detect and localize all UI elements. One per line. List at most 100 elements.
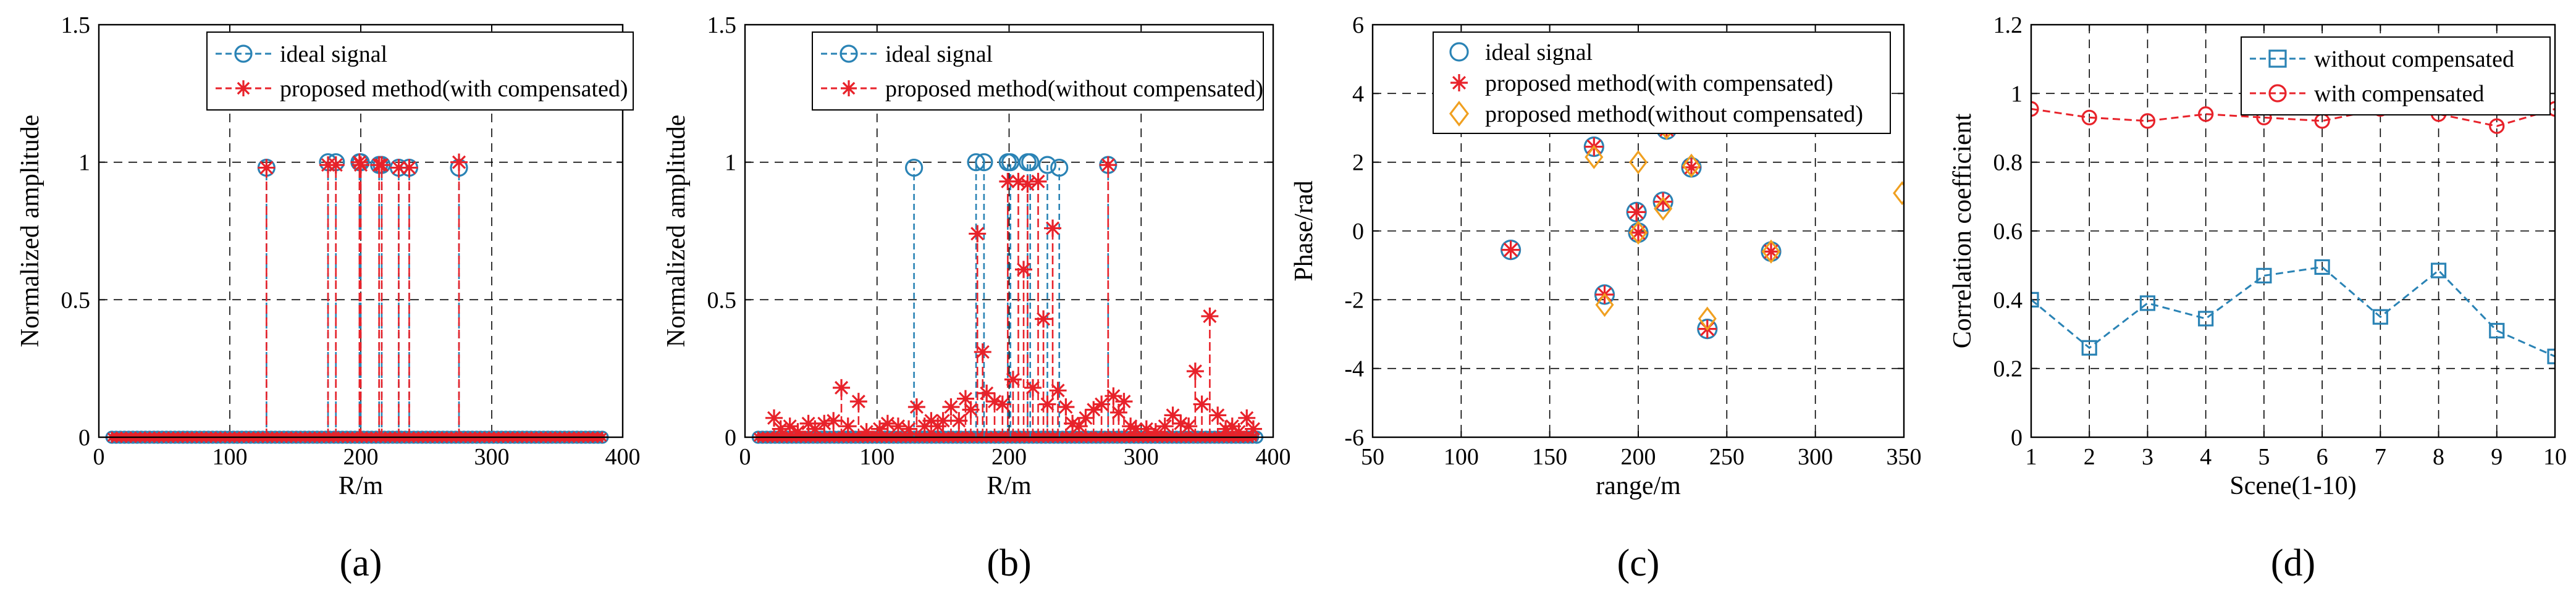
data-point-series-1 <box>765 409 783 427</box>
data-point-series-1 <box>1244 420 1262 438</box>
y-tick-label: 1.5 <box>707 12 737 38</box>
data-point-series-0 <box>2139 295 2156 311</box>
data-point-series-0 <box>2372 309 2388 325</box>
x-tick-label: 8 <box>2433 444 2444 470</box>
data-point-series-2 <box>1628 150 1648 175</box>
legend-marker <box>2268 84 2287 103</box>
data-point-series-0 <box>1050 158 1069 177</box>
data-point-series-1 <box>962 401 980 419</box>
legend-marker <box>1450 74 1468 91</box>
data-point-series-1 <box>1009 172 1027 190</box>
data-point-series-0 <box>1001 153 1020 172</box>
legend-label: ideal signal <box>280 41 387 67</box>
y-tick-label: 6 <box>1352 12 1364 38</box>
data-point-series-2 <box>1654 196 1673 221</box>
legend-box <box>812 31 1264 111</box>
y-tick-label: 1.2 <box>1993 12 2023 38</box>
data-point-series-1 <box>942 398 960 416</box>
panel-caption: (d) <box>2271 542 2315 584</box>
y-tick-label: 0.5 <box>707 287 737 313</box>
data-point-series-1 <box>999 172 1017 190</box>
x-tick-label: 300 <box>1798 444 1833 470</box>
data-point-series-1 <box>1217 420 1235 438</box>
data-point-series-1 <box>1019 175 1037 193</box>
x-tick-label: 0 <box>93 444 105 470</box>
data-point-series-1 <box>1238 409 1256 427</box>
data-point-series-1 <box>1057 398 1075 416</box>
data-point-series-1 <box>1127 420 1145 438</box>
y-tick-label: 0 <box>725 425 736 451</box>
y-tick-label: 0.8 <box>1993 150 2023 176</box>
x-tick-label: 200 <box>1621 444 1656 470</box>
x-tick-label: 5 <box>2258 444 2270 470</box>
x-tick-label: 400 <box>605 444 641 470</box>
legend: ideal signal proposed method(with compens… <box>1433 31 1891 134</box>
y-axis-label: Normalized amplitude <box>662 115 691 348</box>
y-tick-label: 0.4 <box>1993 287 2023 313</box>
data-point-series-1 <box>1186 363 1204 380</box>
data-point-series-1 <box>839 417 857 435</box>
chart-panel-a: 0 100 200 300 400 0 0.5 1 1.5 R/m Normalized ampli… <box>16 12 641 584</box>
data-point-series-1 <box>985 393 1003 411</box>
data-point-series-1 <box>1035 310 1053 328</box>
x-tick-label: 0 <box>739 444 751 470</box>
data-point-series-1 <box>956 390 974 408</box>
data-point-series-1 <box>871 420 889 438</box>
x-tick-label: 300 <box>474 444 510 470</box>
data-point-series-1 <box>1064 414 1082 432</box>
x-tick-label: 200 <box>991 444 1027 470</box>
axes-frame <box>2030 23 2556 438</box>
data-point-series-1 <box>1147 423 1164 441</box>
x-tick-label: 1 <box>2026 444 2037 470</box>
data-point-series-1 <box>1137 420 1155 438</box>
data-point-series-1 <box>833 379 851 396</box>
data-point-series-2 <box>1893 181 1904 206</box>
legend-marker <box>235 80 251 96</box>
data-point-series-1 <box>1172 414 1190 432</box>
y-tick-label: 0.6 <box>1993 219 2023 245</box>
data-point-series-1 <box>2198 106 2214 122</box>
data-point-series-1 <box>978 384 996 402</box>
data-point-series-0 <box>2081 340 2097 356</box>
axes-frame <box>98 23 624 438</box>
legend-label: ideal signal <box>1485 40 1593 65</box>
y-tick-label: 2 <box>1352 150 1364 176</box>
data-point-series-0 <box>1038 156 1057 174</box>
data-point-series-1 <box>1099 156 1117 174</box>
data-point-series-1 <box>352 156 369 174</box>
legend-label: with compensated <box>2314 81 2484 107</box>
panel-caption: (a) <box>340 542 382 584</box>
data-point-series-0 <box>1021 153 1040 172</box>
data-point-series-1 <box>900 420 918 438</box>
x-tick-label: 2 <box>2084 444 2095 470</box>
x-tick-label: 250 <box>1709 444 1745 470</box>
data-point-series-1 <box>390 159 408 177</box>
x-tick-label: 4 <box>2200 444 2212 470</box>
data-point-series-1 <box>1627 203 1646 222</box>
data-point-series-0 <box>2256 267 2272 283</box>
data-point-series-1 <box>1024 379 1042 396</box>
chart-panel-c: 50 100 150 200 250 300 350 -6 -4 -2 0 2 4 6 range/m Pha… <box>1290 12 1922 584</box>
data-point-series-0 <box>904 158 924 177</box>
data-point-series-1 <box>1109 403 1127 421</box>
legend-marker <box>2268 49 2287 68</box>
data-point-series-1 <box>350 153 368 171</box>
data-point-series-1 <box>825 412 843 430</box>
data-point-series-1 <box>1070 417 1088 435</box>
x-axis-label: range/m <box>1596 472 1681 500</box>
data-point-series-0 <box>967 153 985 172</box>
data-point-series-1 <box>1105 387 1122 405</box>
series-line-1 <box>2031 107 2555 127</box>
data-point-series-1 <box>1004 371 1022 388</box>
data-point-series-1 <box>1122 417 1140 435</box>
legend-box <box>1433 31 1891 134</box>
data-point-series-0 <box>2547 348 2555 364</box>
x-tick-label: 100 <box>213 444 248 470</box>
data-point-series-1 <box>1201 308 1219 325</box>
y-tick-label: 0 <box>2011 425 2022 451</box>
data-point-series-1 <box>1654 192 1673 211</box>
data-point-series-1 <box>878 414 896 432</box>
data-point-series-2 <box>1585 145 1604 169</box>
x-axis-label: R/m <box>339 472 384 500</box>
y-axis-label: Phase/rad <box>1290 180 1318 281</box>
